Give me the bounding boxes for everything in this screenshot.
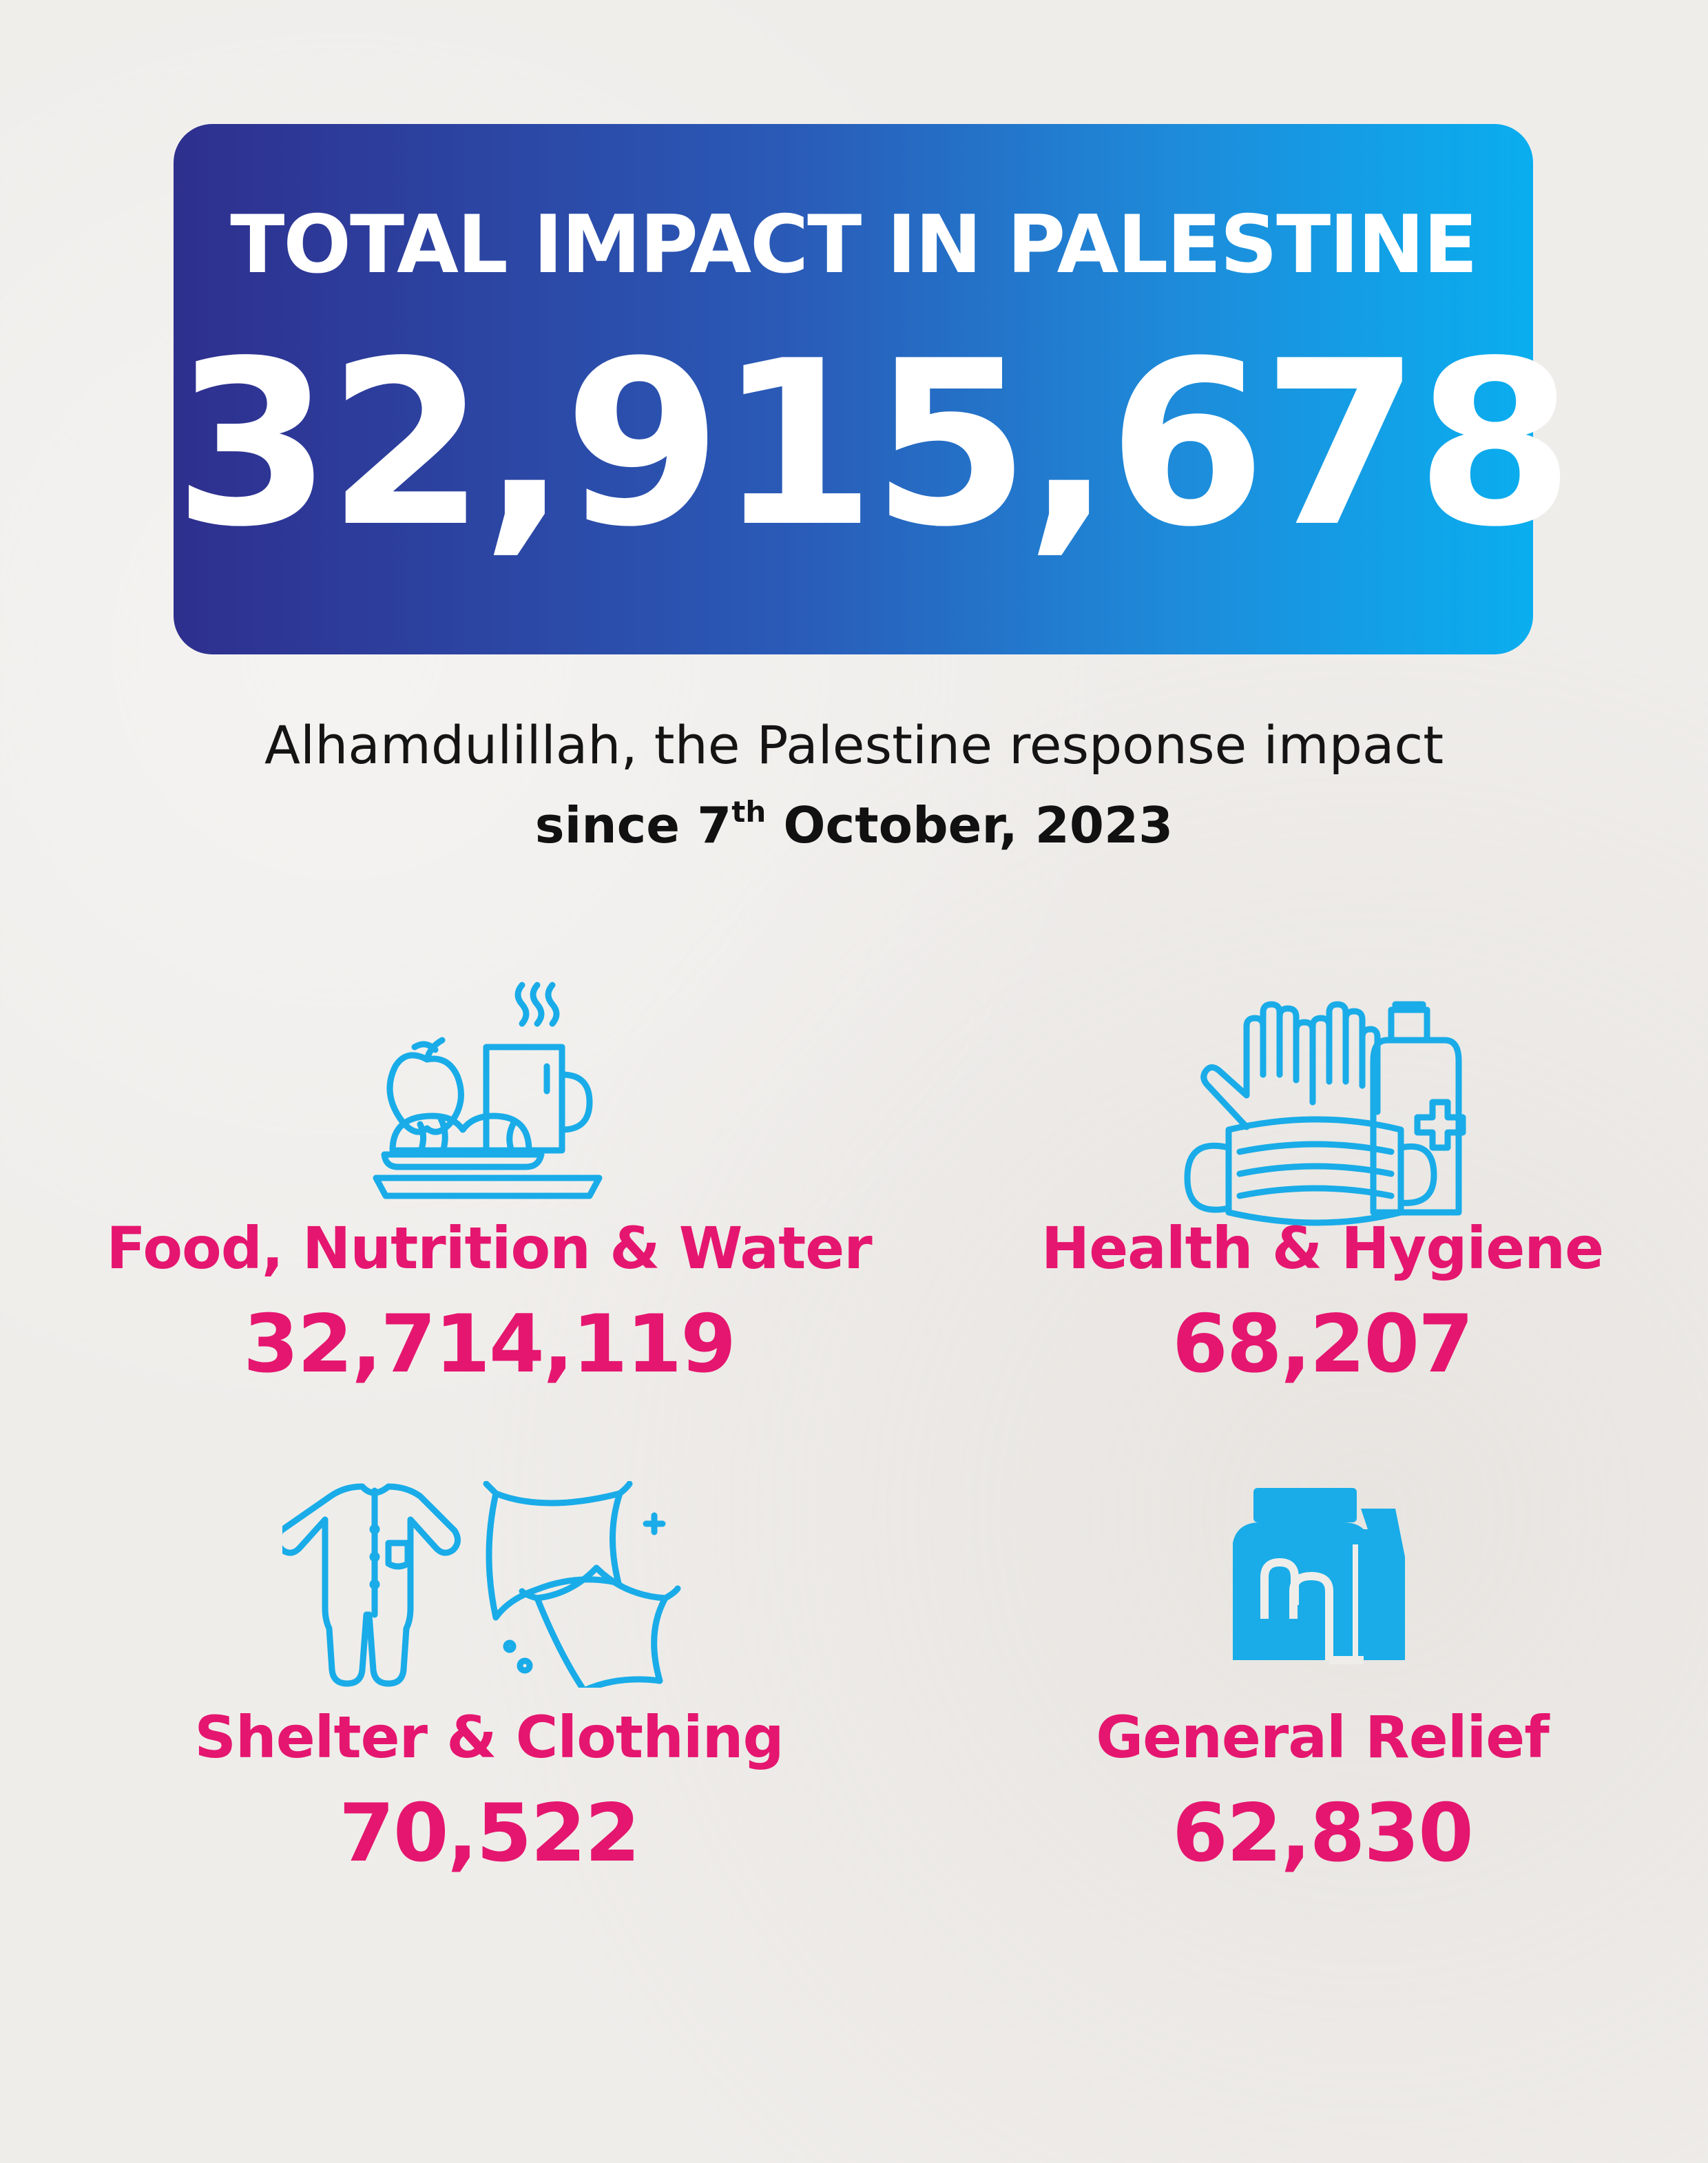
food-tray-mug-icon [373,982,603,1199]
gloves-mask-bottle-icon [1184,1001,1466,1226]
category-health: Health & Hygiene 68,207 [895,978,1708,1391]
since-date-ordinal: th [731,795,767,829]
since-date: since 7th October, 2023 [0,798,1708,851]
category-label: Food, Nutrition & Water [106,1214,872,1282]
category-value: 62,830 [1172,1787,1474,1880]
category-general-relief: General Relief 62,830 [895,1481,1708,1874]
banner-title: TOTAL IMPACT IN PALESTINE [230,198,1477,291]
category-label: Health & Hygiene [1041,1214,1604,1282]
category-value: 32,714,119 [243,1298,736,1391]
category-food: Food, Nutrition & Water 32,714,119 [62,978,916,1391]
since-date-prefix: since 7 [534,796,732,854]
category-label: General Relief [1096,1704,1550,1771]
subtitle-text: Alhamdulillah, the Palestine response im… [264,714,1444,776]
category-value: 68,207 [1172,1298,1474,1391]
category-shelter: Shelter & Clothing 70,522 [62,1481,916,1874]
category-label: Shelter & Clothing [194,1704,784,1771]
since-date-suffix: October, 2023 [766,796,1174,854]
relief-bags-icon [1233,1488,1405,1664]
impact-banner: TOTAL IMPACT IN PALESTINE 32,915,678 [174,124,1574,654]
onesie-pillows-icon [282,1481,681,1688]
category-value: 70,522 [339,1787,640,1880]
total-impact-number: 32,915,678 [174,312,1574,577]
